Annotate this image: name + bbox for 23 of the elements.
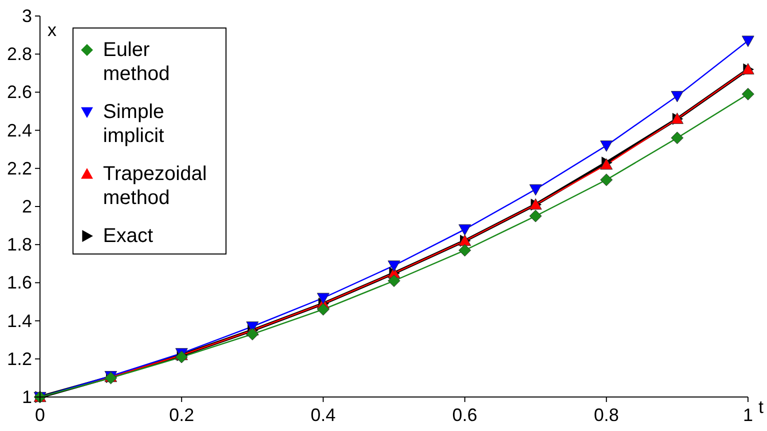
y-tick-label: 1.2 [6, 348, 32, 369]
x-tick-label: 1 [742, 405, 754, 425]
legend-label: Exact [103, 225, 154, 247]
x-axis-title: t [758, 397, 764, 417]
y-axis-title: x [48, 20, 56, 40]
x-tick-label: 0 [34, 405, 46, 425]
y-tick-label: 1.6 [6, 272, 32, 293]
y-tick-label: 1 [22, 387, 32, 407]
legend-label: Trapezoidal method [103, 163, 207, 209]
y-tick-label: 2.4 [6, 120, 32, 140]
y-tick-label: 2.6 [6, 82, 32, 102]
y-tick-label: 2.2 [6, 158, 32, 178]
y-tick-label: 1.4 [6, 310, 32, 331]
x-tick-label: 0.2 [169, 405, 194, 425]
legend-label: Euler method [103, 39, 170, 85]
x-tick-label: 0.4 [310, 405, 336, 425]
x-tick-label: 0.6 [452, 405, 478, 425]
y-tick-label: 2 [22, 196, 32, 216]
y-tick-label: 3 [22, 6, 32, 26]
legend-label: Simple implicit [103, 101, 165, 147]
y-tick-label: 1.8 [6, 234, 32, 255]
x-tick-label: 0.8 [594, 405, 619, 425]
y-tick-label: 2.8 [6, 44, 32, 64]
